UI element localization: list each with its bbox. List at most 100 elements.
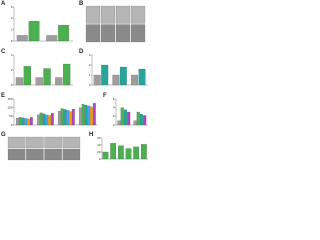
image-tile (115, 24, 131, 43)
bar (102, 151, 109, 160)
bar (51, 113, 54, 126)
bar (28, 21, 40, 42)
bar (18, 117, 22, 126)
bar (66, 110, 70, 126)
y-tick-label: 20 (97, 150, 101, 154)
y-tick-label: 2 (11, 27, 13, 31)
bar (125, 148, 132, 160)
panel-label: D (79, 49, 84, 55)
image-tile (7, 148, 26, 161)
bar (93, 103, 96, 126)
image-tile (130, 24, 146, 43)
y-tick-label: 0 (99, 157, 101, 161)
bar (136, 111, 140, 126)
y-tick-label: 6 (11, 5, 13, 9)
y-tick-label: 4 (113, 105, 115, 109)
image-tile (44, 136, 62, 149)
bar (45, 114, 49, 126)
bar (43, 68, 51, 86)
bar (93, 74, 101, 86)
y-tick-label: 4 (11, 53, 13, 57)
bar (48, 115, 51, 126)
y-tick-label: 4 (11, 16, 13, 20)
panel-label: G (1, 132, 6, 138)
bar (23, 66, 31, 86)
bar (37, 114, 40, 126)
panel-label: H (89, 132, 93, 138)
bar (133, 120, 137, 126)
image-tile (7, 136, 26, 149)
y-tick-label: 50 (9, 114, 13, 118)
y-tick-label: 2 (89, 63, 91, 67)
bar (117, 120, 121, 126)
bar (120, 107, 124, 126)
bar (133, 146, 140, 160)
bar (15, 77, 24, 86)
bar (35, 77, 43, 86)
y-tick-label: 2 (113, 114, 115, 118)
bar (141, 144, 147, 160)
image-tile (62, 136, 81, 149)
image-tile (62, 148, 81, 161)
bar (139, 114, 143, 126)
y-tick-label: 100 (7, 105, 12, 109)
image-tile (85, 5, 101, 24)
bar (72, 108, 75, 126)
bar (21, 117, 25, 126)
bar (27, 118, 30, 126)
bar (16, 117, 19, 126)
panel-label: E (1, 93, 5, 99)
bar (24, 118, 28, 126)
bar (127, 111, 131, 126)
y-tick-label: 0 (113, 123, 115, 127)
figure: A 0 2 4 6 B C 0 2 4 D 0 1 2 3 E 0 50 100 150 F 0 2 4 6 G H 0 20 40 60 (1, 1, 148, 161)
bar (63, 63, 71, 86)
y-tick-label: 150 (7, 97, 12, 101)
bar (42, 113, 46, 126)
bar (90, 106, 93, 126)
bar (39, 112, 43, 126)
bar (58, 25, 69, 42)
image-tile (100, 24, 116, 43)
bar (55, 77, 63, 86)
bar (16, 35, 28, 42)
bar (110, 143, 117, 160)
bar (131, 74, 138, 86)
panel-label: F (103, 93, 107, 99)
y-tick-label: 0 (89, 83, 91, 87)
bar (87, 105, 91, 126)
y-tick-label: 6 (113, 97, 115, 101)
bar (118, 145, 124, 160)
image-tile (130, 5, 146, 24)
bar (143, 115, 147, 126)
bar (60, 108, 64, 126)
bar (46, 35, 58, 42)
bar (69, 111, 72, 126)
y-tick-label: 40 (97, 143, 101, 147)
y-tick-label: 1 (89, 73, 91, 77)
bar (112, 74, 120, 86)
image-tile (115, 5, 131, 24)
y-tick-label: 3 (89, 53, 91, 57)
image-tile (100, 5, 116, 24)
bar (84, 104, 88, 126)
image-tile (26, 136, 44, 149)
y-tick-label: 2 (11, 68, 13, 72)
bar (101, 64, 109, 86)
bar (63, 109, 67, 126)
bar (123, 109, 127, 126)
y-tick-label: 60 (97, 136, 101, 140)
panel-label: B (79, 1, 84, 7)
panel-label: C (1, 49, 6, 55)
bar (119, 66, 127, 86)
y-tick-label: 0 (11, 123, 13, 127)
image-tile (26, 148, 44, 161)
bar (138, 68, 146, 86)
bar (30, 117, 33, 126)
bar (81, 104, 85, 126)
y-tick-label: 0 (11, 39, 13, 43)
image-tile (85, 24, 101, 43)
panel-label: A (1, 1, 6, 7)
bar (79, 107, 82, 126)
y-tick-label: 0 (11, 83, 13, 87)
